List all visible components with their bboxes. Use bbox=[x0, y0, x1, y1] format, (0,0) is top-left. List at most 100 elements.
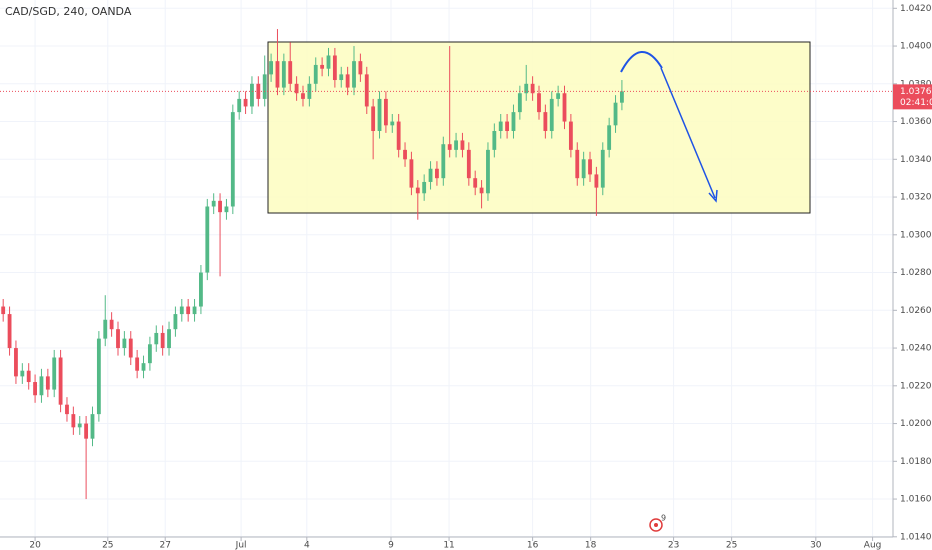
candle-body bbox=[390, 121, 395, 126]
candle-body bbox=[243, 98, 248, 107]
candle-body bbox=[454, 140, 458, 150]
candle-body bbox=[192, 306, 197, 315]
candle-body bbox=[313, 64, 318, 84]
candle-body bbox=[269, 61, 274, 75]
x-tick-label: 23 bbox=[668, 541, 679, 550]
x-tick-label: Aug bbox=[864, 541, 882, 550]
x-tick-label: 25 bbox=[102, 541, 113, 550]
candle-body bbox=[275, 61, 280, 88]
arrow-head bbox=[708, 189, 718, 203]
candle-body bbox=[122, 338, 127, 349]
x-tick-label: 16 bbox=[527, 541, 539, 550]
candle-body bbox=[447, 144, 452, 150]
candle-body bbox=[90, 414, 95, 439]
candle-body bbox=[466, 149, 471, 179]
candle-body bbox=[345, 74, 350, 88]
candle-body bbox=[96, 338, 101, 415]
candle-body bbox=[511, 112, 516, 131]
candle-body bbox=[486, 149, 490, 194]
candle-body bbox=[396, 121, 401, 150]
candle-body bbox=[619, 91, 624, 103]
events-icon: 9 bbox=[649, 514, 666, 532]
candle-body bbox=[26, 370, 31, 383]
candle-body bbox=[39, 376, 44, 396]
events-dot bbox=[654, 523, 658, 527]
y-tick-label: 1.01400 bbox=[900, 532, 932, 542]
candle-body bbox=[524, 83, 529, 94]
candle-body bbox=[237, 98, 242, 113]
candle-body bbox=[77, 423, 82, 428]
y-tick-label: 1.03400 bbox=[900, 155, 932, 165]
projection-arc bbox=[620, 51, 663, 73]
candle-body bbox=[288, 61, 293, 84]
y-tick-label: 1.02000 bbox=[900, 419, 932, 429]
x-tick-label: 25 bbox=[726, 541, 737, 550]
candle-body bbox=[262, 74, 267, 99]
candle-body bbox=[135, 357, 140, 371]
candle-body bbox=[7, 314, 12, 349]
candle-body bbox=[58, 357, 63, 405]
y-tick-label: 1.02200 bbox=[900, 381, 932, 391]
y-tick-label: 1.04200 bbox=[900, 4, 932, 14]
candle-body bbox=[435, 168, 439, 179]
candle-body bbox=[377, 98, 382, 131]
candle-body bbox=[498, 121, 503, 131]
candle-body bbox=[160, 332, 165, 349]
candle-body bbox=[116, 329, 120, 349]
chart-title: CAD/SGD, 240, OANDA bbox=[5, 5, 132, 18]
candle-body bbox=[294, 83, 299, 94]
candle-body bbox=[588, 159, 592, 175]
candle-body bbox=[71, 414, 76, 428]
candle-body bbox=[492, 130, 497, 150]
candle-body bbox=[179, 306, 184, 315]
candle-body bbox=[103, 319, 108, 339]
candle-body bbox=[52, 357, 57, 390]
candle-body bbox=[339, 74, 344, 81]
candle-body bbox=[128, 338, 133, 358]
candle-body bbox=[230, 112, 235, 207]
candle-body bbox=[326, 55, 331, 69]
candle-body bbox=[320, 64, 325, 69]
candle-body bbox=[530, 83, 535, 94]
candle-body bbox=[218, 200, 222, 213]
candle-body bbox=[422, 181, 427, 194]
candle-body bbox=[562, 93, 567, 122]
x-tick-label: 30 bbox=[810, 541, 822, 550]
x-tick-label: 20 bbox=[29, 541, 41, 550]
candle-body bbox=[211, 200, 216, 207]
last-price-tag bbox=[893, 84, 932, 110]
candle-body bbox=[441, 144, 446, 179]
candle-body bbox=[575, 149, 580, 179]
candle-body bbox=[613, 102, 618, 126]
candle-body bbox=[20, 370, 25, 377]
candle-body bbox=[549, 98, 554, 131]
candle-body bbox=[517, 93, 522, 113]
range-box bbox=[267, 41, 811, 214]
y-tick-label: 1.01800 bbox=[900, 457, 932, 467]
y-tick-label: 1.03000 bbox=[900, 230, 932, 240]
candle-body bbox=[173, 314, 178, 330]
grid-layer bbox=[0, 0, 893, 538]
candle-body bbox=[568, 121, 573, 150]
x-tick-label: 9 bbox=[388, 541, 394, 550]
candle-body bbox=[383, 98, 388, 126]
x-tick-label: 27 bbox=[159, 541, 170, 550]
candle-body bbox=[33, 382, 37, 396]
x-tick-label: Jul bbox=[235, 541, 247, 550]
candle-body bbox=[581, 159, 586, 179]
candle-body bbox=[301, 93, 305, 99]
candle-body bbox=[250, 83, 254, 107]
y-tick-label: 1.03200 bbox=[900, 193, 932, 203]
y-tick-label: 1.03600 bbox=[900, 117, 932, 127]
y-tick-label: 1.02400 bbox=[900, 344, 932, 354]
y-tick-label: 1.01600 bbox=[900, 495, 932, 505]
candle-body bbox=[281, 61, 286, 88]
candle-body bbox=[364, 74, 369, 107]
candle-body bbox=[543, 112, 548, 131]
candle-body bbox=[14, 348, 18, 377]
y-tick-label: 1.02800 bbox=[900, 268, 932, 278]
candle-body bbox=[65, 404, 69, 415]
candle-body bbox=[594, 174, 599, 188]
candle-body bbox=[556, 93, 561, 99]
